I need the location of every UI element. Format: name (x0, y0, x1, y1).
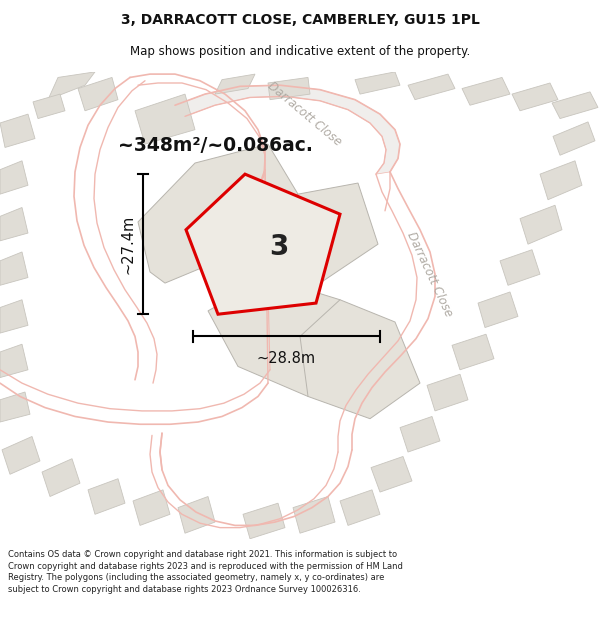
Polygon shape (133, 490, 170, 526)
Polygon shape (138, 144, 298, 283)
Text: ~348m²/~0.086ac.: ~348m²/~0.086ac. (118, 136, 313, 155)
Polygon shape (243, 503, 285, 539)
Polygon shape (175, 85, 400, 174)
Polygon shape (512, 83, 558, 111)
Polygon shape (268, 78, 310, 99)
Text: Map shows position and indicative extent of the property.: Map shows position and indicative extent… (130, 45, 470, 58)
Text: ~27.4m: ~27.4m (120, 214, 135, 274)
Polygon shape (520, 205, 562, 244)
Polygon shape (135, 94, 195, 144)
Polygon shape (33, 94, 65, 119)
Polygon shape (0, 208, 28, 241)
Polygon shape (240, 183, 378, 283)
Text: 3, DARRACOTT CLOSE, CAMBERLEY, GU15 1PL: 3, DARRACOTT CLOSE, CAMBERLEY, GU15 1PL (121, 13, 479, 27)
Polygon shape (452, 334, 494, 370)
Text: ~28.8m: ~28.8m (257, 351, 316, 366)
Polygon shape (478, 292, 518, 328)
Polygon shape (427, 374, 468, 411)
Polygon shape (2, 436, 40, 474)
Polygon shape (88, 479, 125, 514)
Polygon shape (186, 174, 340, 314)
Polygon shape (0, 344, 28, 377)
Polygon shape (408, 74, 455, 99)
Polygon shape (553, 122, 595, 155)
Polygon shape (208, 278, 360, 396)
Polygon shape (500, 250, 540, 285)
Polygon shape (0, 300, 28, 333)
Polygon shape (48, 72, 95, 99)
Polygon shape (293, 496, 335, 533)
Polygon shape (340, 490, 380, 526)
Text: Darracott Close: Darracott Close (404, 230, 455, 319)
Polygon shape (78, 78, 118, 111)
Polygon shape (0, 252, 28, 285)
Polygon shape (0, 114, 35, 148)
Polygon shape (552, 92, 598, 119)
Polygon shape (0, 161, 28, 194)
Polygon shape (355, 72, 400, 94)
Text: Contains OS data © Crown copyright and database right 2021. This information is : Contains OS data © Crown copyright and d… (8, 550, 403, 594)
Polygon shape (462, 78, 510, 105)
Polygon shape (42, 459, 80, 496)
Text: 3: 3 (269, 233, 289, 261)
Text: Darracott Close: Darracott Close (266, 79, 344, 149)
Polygon shape (215, 74, 255, 94)
Polygon shape (300, 300, 420, 419)
Polygon shape (178, 496, 215, 533)
Polygon shape (0, 392, 30, 422)
Polygon shape (371, 456, 412, 492)
Polygon shape (540, 161, 582, 200)
Polygon shape (400, 416, 440, 452)
